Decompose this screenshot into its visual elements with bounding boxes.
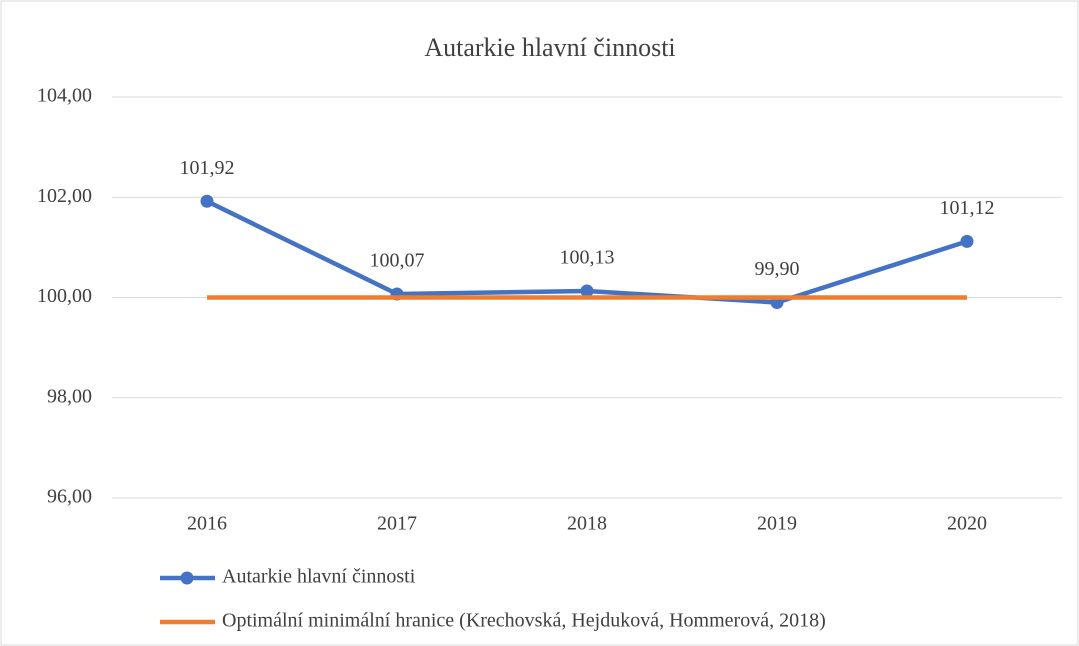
point-marker	[200, 194, 214, 208]
legend-label: Autarkie hlavní činnosti	[222, 566, 416, 588]
y-tick-label: 102,00	[37, 185, 92, 207]
y-tick-label: 98,00	[47, 385, 92, 407]
data-label: 100,07	[370, 250, 425, 272]
legend-marker	[180, 571, 194, 585]
x-tick-label: 2017	[377, 513, 417, 535]
data-label: 99,90	[755, 258, 800, 280]
data-label: 101,92	[180, 157, 235, 179]
data-label: 100,13	[560, 247, 615, 269]
x-tick-label: 2016	[187, 513, 227, 535]
point-marker	[580, 284, 594, 298]
x-tick-label: 2019	[757, 513, 797, 535]
y-tick-label: 96,00	[47, 486, 92, 508]
data-label: 101,12	[940, 197, 995, 219]
legend-label: Optimální minimální hranice (Krechovská,…	[222, 610, 826, 632]
point-marker	[960, 234, 974, 248]
y-tick-label: 100,00	[37, 285, 92, 307]
x-tick-label: 2020	[947, 513, 987, 535]
y-tick-label: 104,00	[37, 85, 92, 107]
chart-title: Autarkie hlavní činnosti	[424, 33, 675, 62]
x-tick-label: 2018	[567, 513, 607, 535]
